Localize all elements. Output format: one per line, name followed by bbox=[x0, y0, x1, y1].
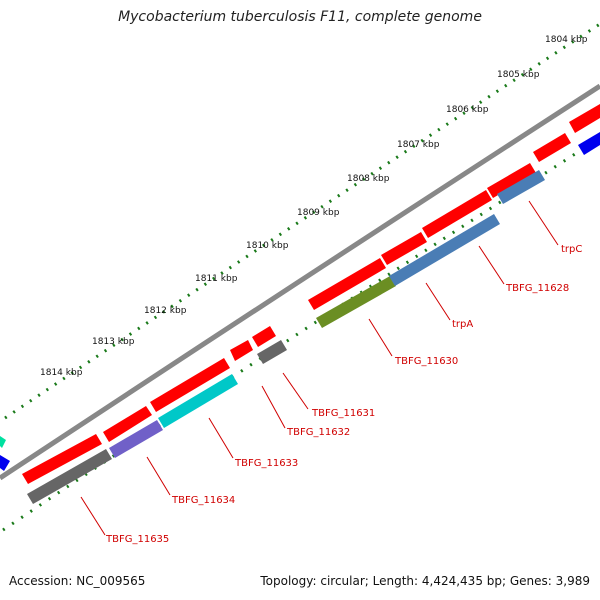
feature-arrow bbox=[252, 326, 276, 347]
feature-arrow bbox=[422, 190, 492, 238]
feature-grey-11631 bbox=[257, 340, 287, 364]
scale-label: 1814 kbp bbox=[40, 368, 83, 378]
scale-labels: 1804 kbp 1805 kbp 1806 kbp 1807 kbp 1808 kbp… bbox=[40, 35, 588, 378]
gene-label-TBFG-11633: TBFG_11633 bbox=[234, 458, 298, 469]
gene-label-TBFG-11635: TBFG_11635 bbox=[105, 534, 169, 545]
feature-arrow bbox=[150, 358, 230, 412]
scale-label: 1809 kbp bbox=[297, 208, 340, 218]
gene-label-TBFG-11630: TBFG_11630 bbox=[394, 356, 458, 367]
map-title: Mycobacterium tuberculosis F11, complete… bbox=[118, 9, 482, 25]
scale-label: 1808 kbp bbox=[347, 174, 390, 184]
gene-label-TBFG-11632: TBFG_11632 bbox=[286, 427, 350, 438]
feature-arrow bbox=[487, 163, 536, 198]
scale-label: 1806 kbp bbox=[446, 105, 489, 115]
feature-arrow bbox=[569, 104, 600, 133]
gene-label-trpC: trpC bbox=[561, 244, 582, 255]
feature-arrow bbox=[230, 340, 253, 361]
feature-arrow bbox=[381, 232, 427, 265]
gene-label-trpA: trpA bbox=[452, 319, 473, 330]
scale-label: 1807 kbp bbox=[397, 140, 440, 150]
feature-arrow bbox=[533, 133, 571, 162]
gene-label-TBFG-11634: TBFG_11634 bbox=[171, 495, 235, 506]
feature-purple-11634 bbox=[109, 420, 163, 458]
feature-grey-11635 bbox=[27, 449, 112, 504]
outer-scale-ring bbox=[4, 22, 600, 420]
scale-label: 1805 kbp bbox=[497, 70, 540, 80]
forward-features bbox=[22, 104, 600, 484]
feature-steelblue-trpC bbox=[497, 170, 545, 204]
label-leaders bbox=[80, 200, 559, 536]
genome-backbone bbox=[0, 83, 600, 481]
feature-olive-11630 bbox=[316, 276, 396, 328]
feature-blue-left bbox=[0, 455, 10, 471]
gene-label-TBFG-11628: TBFG_11628 bbox=[505, 283, 569, 294]
scale-label: 1813 kbp bbox=[92, 337, 135, 347]
feature-arrow bbox=[308, 258, 386, 310]
scale-label: 1811 kbp bbox=[195, 274, 238, 284]
reverse-features bbox=[0, 132, 600, 504]
accession-text: Accession: NC_009565 bbox=[9, 574, 146, 588]
feature-arrow bbox=[22, 434, 102, 484]
genome-summary-text: Topology: circular; Length: 4,424,435 bp… bbox=[260, 574, 590, 588]
gene-label-TBFG-11631: TBFG_11631 bbox=[311, 408, 375, 419]
feature-steelblue-trpA bbox=[389, 214, 500, 286]
feature-blue bbox=[578, 132, 600, 155]
scale-label: 1810 kbp bbox=[246, 241, 289, 251]
scale-label: 1812 kbp bbox=[144, 306, 187, 316]
feature-arrow bbox=[103, 406, 152, 442]
scale-label: 1804 kbp bbox=[545, 35, 588, 45]
feature-teal-left bbox=[0, 436, 6, 448]
feature-cyan-11633 bbox=[158, 374, 238, 428]
